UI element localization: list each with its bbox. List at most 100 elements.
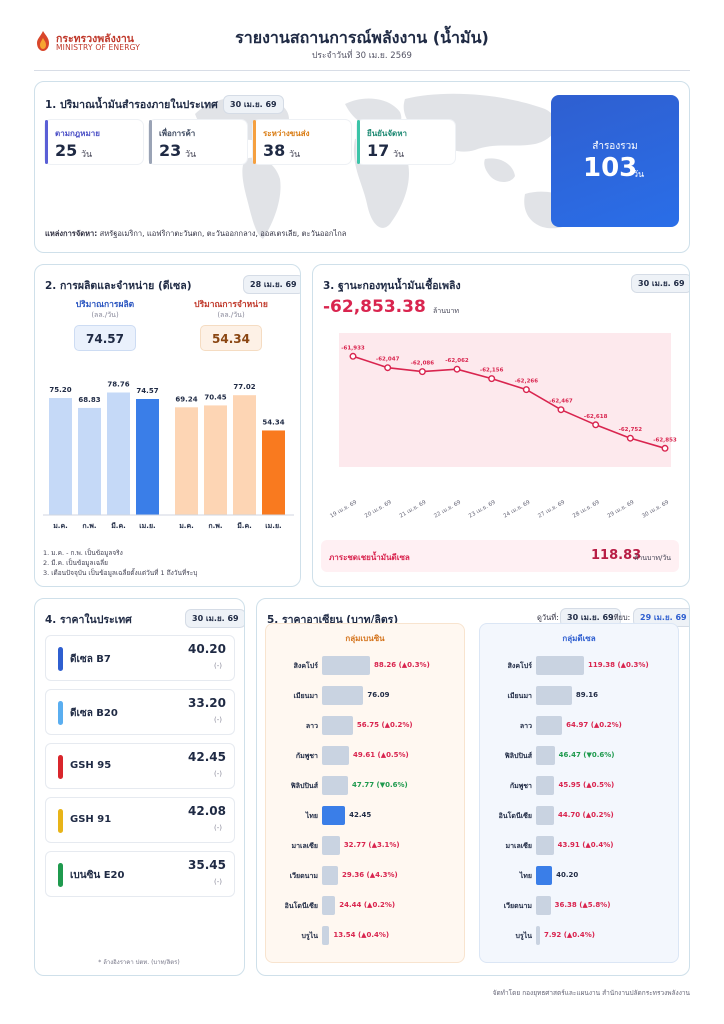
fund-balance-unit: ล้านบาท bbox=[433, 307, 459, 315]
e20-color-bar bbox=[58, 863, 63, 887]
diesel-country-5: อินโดนีเซีย bbox=[498, 812, 532, 820]
reserve-commercial-color-bar bbox=[149, 120, 152, 164]
diesel-country-8: เวียดนาม bbox=[503, 902, 532, 910]
price-row-gsh95: GSH 95 42.45 (-) bbox=[45, 743, 235, 789]
bar-month-production-1: ก.พ. bbox=[82, 522, 96, 530]
fund-point-1 bbox=[384, 364, 392, 372]
diesel-b7-change: (-) bbox=[214, 662, 222, 670]
fund-date-label-3: 22 เม.ย. 69 bbox=[433, 499, 462, 519]
bar-month-sales-0: ม.ค. bbox=[179, 522, 194, 530]
bar-label-sales-1: 70.45 bbox=[204, 393, 226, 401]
fund-balance-line-chart: -61,933 19 เม.ย. 69 -62,047 20 เม.ย. 69 -62,… bbox=[329, 333, 677, 520]
bar-sales-1 bbox=[204, 405, 227, 515]
fund-point-6 bbox=[557, 406, 565, 414]
e20-name: เบนซิน E20 bbox=[70, 870, 125, 881]
logo-english-text: MINISTRY OF ENERGY bbox=[56, 43, 141, 52]
production-note-3: 3. เดือนปัจจุบัน เป็นข้อมูลเฉลี่ยตั้งแต่… bbox=[43, 569, 198, 577]
ministry-logo: กระทรวงพลังงาน MINISTRY OF ENERGY bbox=[34, 28, 164, 56]
total-reserve-value: 103 bbox=[583, 153, 638, 183]
fund-date-label-5: 24 เม.ย. 69 bbox=[503, 499, 532, 519]
domestic-price-note: * ล้างอิงราคา ปตท. (บาท/ลิตร) bbox=[98, 959, 180, 966]
gasoline-bar-2 bbox=[322, 716, 353, 735]
supply-sources-label: แหล่งการจัดหา: bbox=[45, 229, 98, 238]
bar-production-1 bbox=[78, 407, 101, 515]
gasoline-value-8: 24.44 (▲0.2%) bbox=[339, 901, 396, 909]
gasoline-bar-0 bbox=[322, 656, 370, 675]
diesel-b20-name: ดีเซล B20 bbox=[70, 708, 118, 719]
fund-point-4 bbox=[488, 375, 496, 383]
gasoline-country-7: เวียดนาม bbox=[289, 872, 318, 880]
total-reserve-unit: วัน bbox=[633, 170, 645, 180]
gasoline-value-2: 56.75 (▲0.2%) bbox=[356, 721, 413, 729]
diesel-subsidy-value: 118.83 bbox=[591, 548, 642, 563]
diesel-b20-color-bar bbox=[58, 701, 63, 725]
gasoline-bar-7 bbox=[322, 866, 338, 885]
reserve-confirmed-label: ยืนยันจัดหา bbox=[367, 129, 407, 138]
fund-point-9 bbox=[661, 444, 669, 452]
reserves-date-badge: 30 เม.ย. 69 bbox=[223, 95, 284, 114]
bar-label-production-3: 74.57 bbox=[136, 387, 158, 395]
diesel-country-4: กัมพูชา bbox=[509, 782, 532, 790]
fund-date-badge: 30 เม.ย. 69 bbox=[631, 274, 689, 293]
diesel-bar-0 bbox=[536, 656, 584, 675]
gasoline-value-0: 88.26 (▲0.3%) bbox=[374, 661, 430, 669]
gasoline-bar-9 bbox=[322, 926, 330, 945]
fund-chart-band bbox=[339, 333, 671, 467]
asean-view-date-label: ดูวันที่: bbox=[537, 613, 559, 622]
bar-production-0 bbox=[49, 398, 72, 515]
gasoline-bar-6 bbox=[322, 836, 340, 855]
reserves-title: 1. ปริมาณน้ำมันสำรองภายในประเทศ bbox=[45, 99, 218, 111]
reserve-in-transit: ระหว่างขนส่ง 38 วัน bbox=[253, 120, 351, 164]
reserve-confirmed-color-bar bbox=[357, 120, 360, 164]
gasoline-bar-4 bbox=[322, 776, 348, 795]
page-subtitle: ประจำวันที่ 30 เม.ย. 2569 bbox=[312, 51, 412, 61]
production-volume-label: ปริมาณการผลิต bbox=[75, 300, 135, 310]
bar-production-2 bbox=[107, 392, 130, 515]
diesel-country-9: บรูไน bbox=[515, 932, 532, 940]
bar-month-sales-1: ก.พ. bbox=[208, 522, 222, 530]
bar-label-production-0: 75.20 bbox=[49, 386, 71, 394]
gasoline-bar-1 bbox=[322, 686, 364, 705]
reserve-commercial-label: เพื่อการค้า bbox=[159, 129, 196, 138]
fund-point-label-6: -62,467 bbox=[549, 399, 573, 405]
reserve-legal-label: ตามกฎหมาย bbox=[55, 129, 100, 138]
bar-month-sales-3: เม.ย. bbox=[265, 522, 281, 530]
gasoline-country-0: สิงคโปร์ bbox=[293, 662, 318, 670]
production-notes: 1. ม.ค. - ก.พ. เป็นข้อมูลจริง 2. มี.ค. เ… bbox=[43, 548, 197, 578]
diesel-b20-change: (-) bbox=[214, 716, 222, 724]
gasoline-country-3: กัมพูชา bbox=[295, 752, 318, 760]
reserve-confirmed-value: 17 bbox=[367, 141, 390, 160]
logo-thai-text: กระทรวงพลังงาน bbox=[56, 33, 134, 45]
diesel-b20-price: 33.20 bbox=[188, 696, 226, 710]
fund-point-label-5: -62,266 bbox=[515, 379, 539, 385]
diesel-country-0: สิงคโปร์ bbox=[507, 662, 532, 670]
gasoline-panel: กลุ่มเบนซิน สิงคโปร์ 88.26 (▲0.3%) เมียนมา… bbox=[265, 623, 465, 963]
fund-point-label-8: -62,752 bbox=[619, 427, 643, 433]
fund-point-label-1: -62,047 bbox=[376, 357, 400, 363]
fund-date-label-9: 30 เม.ย. 69 bbox=[641, 499, 670, 519]
gsh95-color-bar bbox=[58, 755, 63, 779]
bar-sales-2 bbox=[233, 395, 256, 515]
diesel-value-7: 40.20 bbox=[556, 871, 579, 879]
gsh91-change: (-) bbox=[214, 824, 222, 832]
bar-month-production-2: มี.ค. bbox=[111, 522, 126, 530]
production-volume-unit: (ลล./วัน) bbox=[91, 311, 119, 319]
fund-point-5 bbox=[522, 386, 530, 394]
e20-price: 35.45 bbox=[188, 858, 226, 872]
bar-label-production-2: 78.76 bbox=[107, 380, 129, 388]
gsh91-price: 42.08 bbox=[188, 804, 226, 818]
gsh95-change: (-) bbox=[214, 770, 222, 778]
bar-sales-0 bbox=[175, 407, 198, 515]
bar-label-production-1: 68.83 bbox=[78, 396, 100, 404]
diesel-country-1: เมียนมา bbox=[507, 692, 532, 700]
gasoline-value-4: 47.77 (▼0.6%) bbox=[351, 781, 408, 789]
gasoline-value-9: 13.54 (▲0.4%) bbox=[333, 931, 390, 939]
fund-card: 3. ฐานะกองทุนน้ำมันเชื้อเพลิง 30 เม.ย. 6… bbox=[312, 264, 690, 587]
page-title: รายงานสถานการณ์พลังงาน (น้ำมัน) bbox=[235, 28, 489, 47]
header-divider bbox=[34, 70, 690, 71]
fund-point-label-7: -62,618 bbox=[584, 414, 608, 420]
total-reserve-label: สำรองรวม bbox=[592, 141, 638, 152]
domestic-price-date-badge: 30 เม.ย. 69 bbox=[185, 609, 244, 628]
diesel-value-0: 119.38 (▲0.3%) bbox=[588, 661, 649, 669]
gasoline-country-2: ลาว bbox=[305, 722, 318, 730]
